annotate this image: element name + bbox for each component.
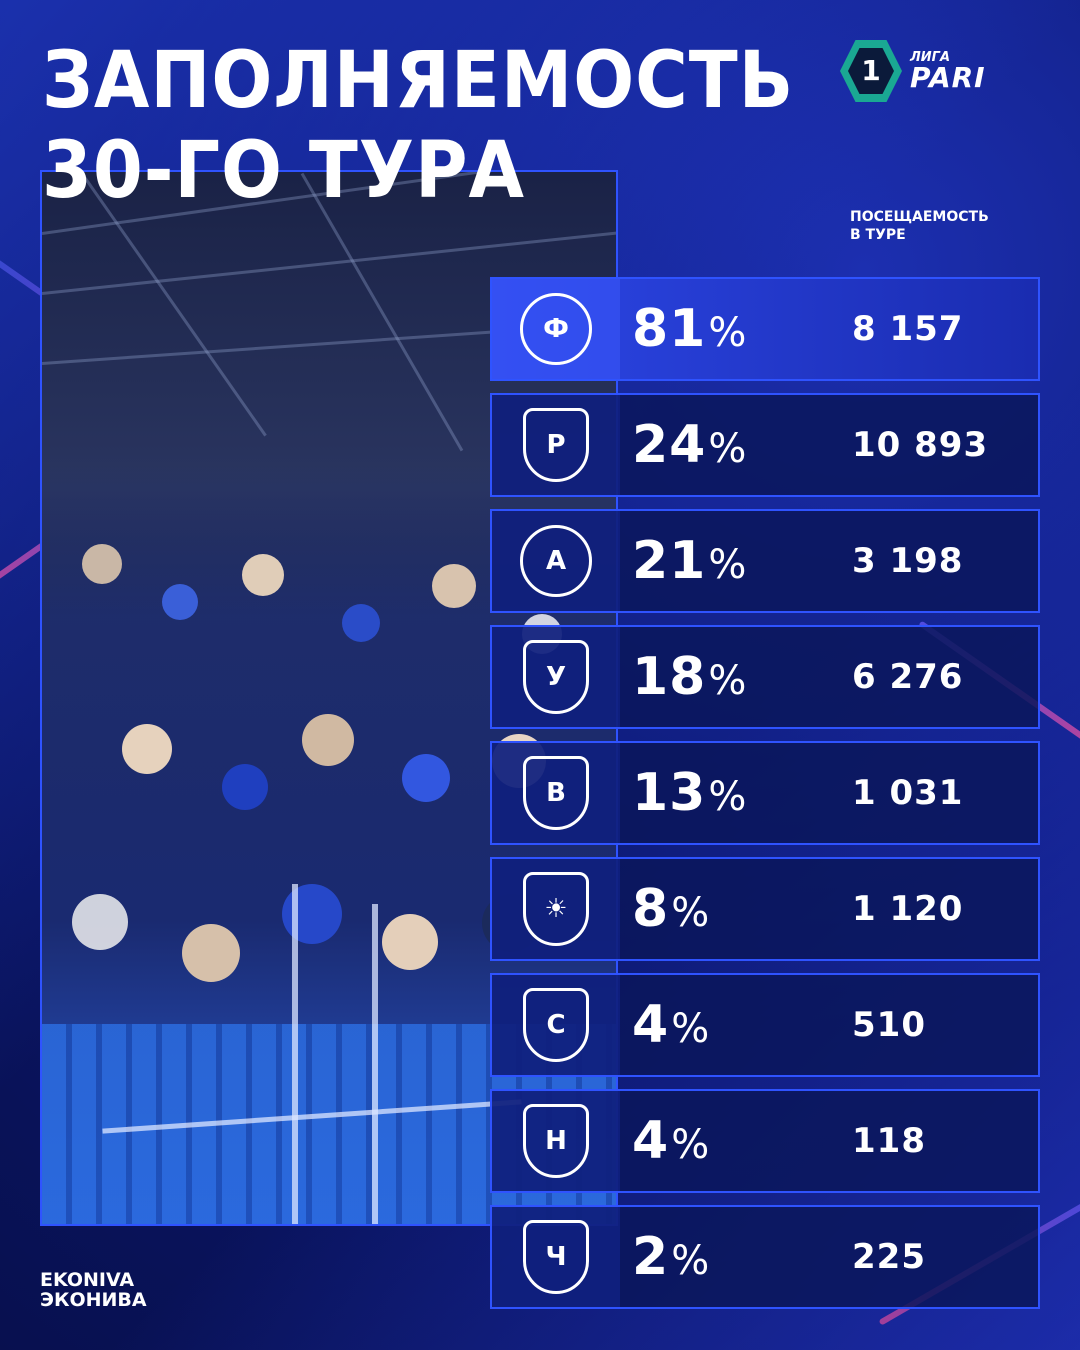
table-row: А 21% 3 198 — [490, 509, 1040, 613]
attendance-value: 3 198 — [852, 541, 964, 581]
ural-badge-icon: У — [523, 640, 589, 714]
table-row: ☀ 8% 1 120 — [490, 857, 1040, 961]
percent-sign: % — [708, 542, 748, 588]
league-number: 1 — [861, 54, 881, 87]
percent-sign: % — [671, 890, 711, 936]
title-line-1: Заполняемость — [42, 36, 795, 126]
table-row: Н 4% 118 — [490, 1089, 1040, 1193]
league-pari-text: PARI — [910, 60, 986, 94]
fan — [222, 764, 268, 810]
percent-value: 4 — [632, 995, 670, 1055]
chernomorets-badge-icon: Ч — [523, 1220, 589, 1294]
fan — [162, 584, 198, 620]
attendance-value: 1 120 — [852, 889, 964, 929]
percent-sign: % — [708, 774, 748, 820]
percent-sign: % — [708, 426, 748, 472]
fill-percent: 81% — [620, 299, 852, 359]
fan — [432, 564, 476, 608]
attendance-value: 118 — [852, 1121, 926, 1161]
volga-ulyanovsk-badge-icon: В — [523, 756, 589, 830]
fan — [72, 894, 128, 950]
attendance-value: 510 — [852, 1005, 926, 1045]
fakel-voronezh-badge-icon: Ф — [520, 293, 592, 365]
table-row: Ф 81% 8 157 — [490, 277, 1040, 381]
attendance-value: 225 — [852, 1237, 926, 1277]
fill-percent: 8% — [620, 879, 852, 939]
table-row: У 18% 6 276 — [490, 625, 1040, 729]
rotor-volgograd-badge-icon: Р — [523, 408, 589, 482]
railing — [292, 884, 298, 1224]
league-liga-text: ЛИГА — [910, 49, 951, 65]
attendance-value: 1 031 — [852, 773, 964, 813]
railing — [372, 904, 378, 1224]
sponsor-logo: EKONIVA ЭКОНИВА — [40, 1270, 147, 1310]
percent-value: 21 — [632, 531, 707, 591]
fill-percent: 18% — [620, 647, 852, 707]
table-row: В 13% 1 031 — [490, 741, 1040, 845]
fan — [122, 724, 172, 774]
sponsor-line-2: ЭКОНИВА — [40, 1289, 147, 1311]
percent-value: 4 — [632, 1111, 670, 1171]
fan — [82, 544, 122, 584]
arsenal-tula-badge-icon: А — [520, 525, 592, 597]
attendance-value: 8 157 — [852, 309, 964, 349]
fan — [182, 924, 240, 982]
percent-value: 24 — [632, 415, 707, 475]
percent-value: 8 — [632, 879, 670, 939]
percent-sign: % — [708, 310, 748, 356]
league-logo: 1 ЛИГА PARI — [840, 40, 986, 102]
percent-value: 81 — [632, 299, 707, 359]
fill-percent: 4% — [620, 1111, 852, 1171]
fan — [382, 914, 438, 970]
fan — [282, 884, 342, 944]
fan — [242, 554, 284, 596]
league-hexagon-icon: 1 — [840, 40, 902, 102]
percent-value: 18 — [632, 647, 707, 707]
fill-percent: 21% — [620, 531, 852, 591]
percent-sign: % — [671, 1238, 711, 1284]
fill-percent: 24% — [620, 415, 852, 475]
fan — [342, 604, 380, 642]
column-header-line-1: ПОСЕЩАЕМОСТЬ — [850, 209, 989, 225]
attendance-column-header: ПОСЕЩАЕМОСТЬ В ТУРЕ — [850, 208, 1030, 244]
ufa-badge-icon: ☀ — [523, 872, 589, 946]
attendance-value: 6 276 — [852, 657, 964, 697]
attendance-value: 10 893 — [852, 425, 989, 465]
table-row: Р 24% 10 893 — [490, 393, 1040, 497]
table-row: Ч 2% 225 — [490, 1205, 1040, 1309]
percent-sign: % — [671, 1122, 711, 1168]
percent-sign: % — [708, 658, 748, 704]
percent-value: 13 — [632, 763, 707, 823]
title-line-2: 30-го тура — [42, 126, 525, 216]
sponsor-line-1: EKONIVA — [40, 1269, 135, 1291]
fan — [402, 754, 450, 802]
page-title: Заполняемость 30-го тура — [42, 36, 794, 216]
fill-percent: 2% — [620, 1227, 852, 1287]
column-header-line-2: В ТУРЕ — [850, 227, 906, 243]
percent-value: 2 — [632, 1227, 670, 1287]
percent-sign: % — [671, 1006, 711, 1052]
fill-percent: 4% — [620, 995, 852, 1055]
fill-percent: 13% — [620, 763, 852, 823]
fan — [302, 714, 354, 766]
sokol-saratov-badge-icon: С — [523, 988, 589, 1062]
table-row: С 4% 510 — [490, 973, 1040, 1077]
neftekhimik-badge-icon: Н — [523, 1104, 589, 1178]
